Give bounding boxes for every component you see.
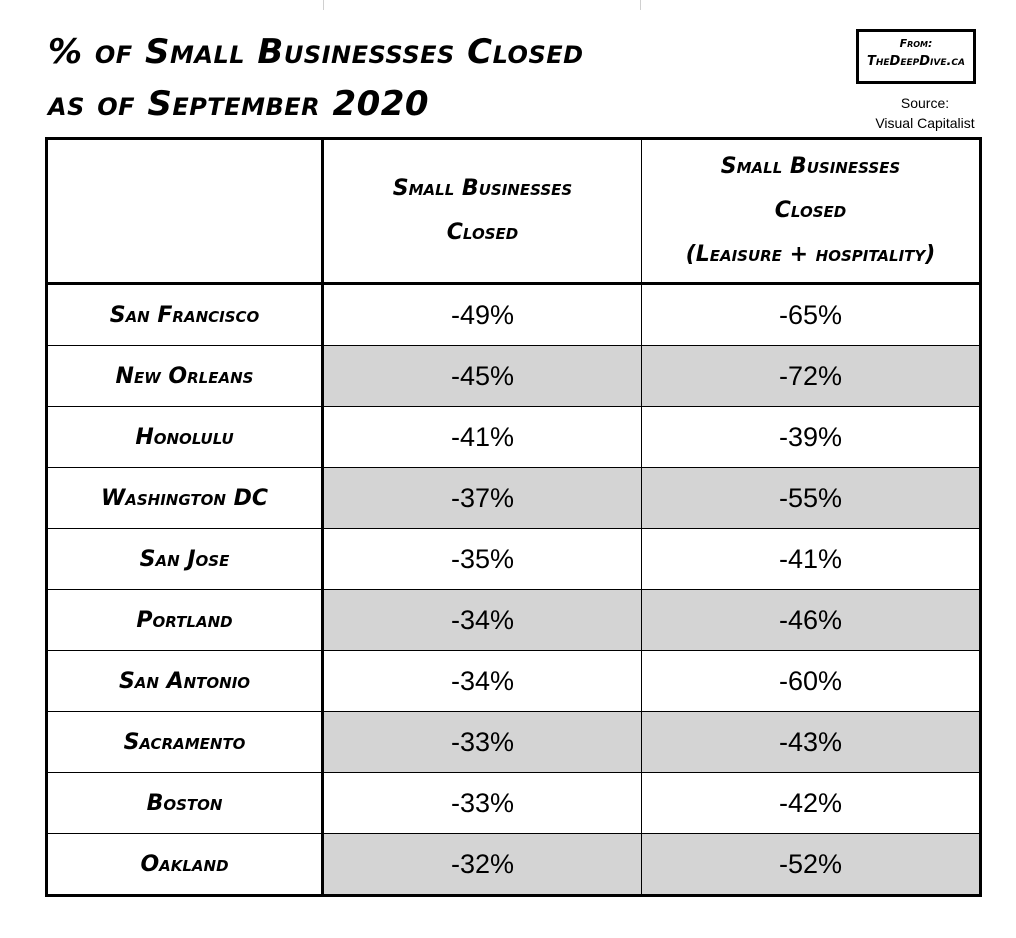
leisure-closed-cell: -42% [641, 772, 981, 834]
attribution-box: From: TheDeepDive.ca [856, 29, 976, 84]
leisure-closed-cell: -46% [641, 589, 981, 651]
table-row: Washington DC -37% -55% [46, 467, 981, 529]
from-label: From: [899, 37, 933, 50]
city-cell: San Jose [46, 528, 324, 590]
top-divider-left [323, 0, 324, 10]
leisure-closed-cell: -65% [641, 283, 981, 346]
city-cell: San Antonio [46, 650, 324, 712]
table-row: Portland -34% -46% [46, 589, 981, 651]
closed-cell: -34% [322, 650, 642, 712]
city-cell: New Orleans [46, 345, 324, 407]
header-closed: Small Businesses Closed [322, 138, 642, 285]
title-line-2: as of September 2020 [48, 84, 430, 124]
source-name: Visual Capitalist [875, 115, 975, 131]
table-row: Sacramento -33% -43% [46, 711, 981, 773]
header-city-cell [46, 138, 324, 285]
city-cell: Sacramento [46, 711, 324, 773]
header-leisure-line: Small Businesses [720, 154, 901, 179]
header-closed-line: Closed [446, 220, 519, 245]
table-row: San Antonio -34% -60% [46, 650, 981, 712]
closed-cell: -37% [322, 467, 642, 529]
closed-cell: -32% [322, 833, 642, 896]
table-body: San Francisco -49% -65% New Orleans -45% -72%… [46, 283, 981, 896]
closed-cell: -33% [322, 772, 642, 834]
table-row: Oakland -32% -52% [46, 833, 981, 896]
leisure-closed-cell: -39% [641, 406, 981, 468]
table-row: San Jose -35% -41% [46, 528, 981, 590]
table-row: San Francisco -49% -65% [46, 283, 981, 346]
leisure-closed-cell: -43% [641, 711, 981, 773]
closed-cell: -33% [322, 711, 642, 773]
page-title: % of Small Businessses Closed as of Sept… [48, 26, 668, 130]
closed-cell: -34% [322, 589, 642, 651]
city-cell: Honolulu [46, 406, 324, 468]
closed-cell: -35% [322, 528, 642, 590]
header-leisure-line: (Leaisure + hospitality) [685, 242, 936, 267]
top-divider-right [640, 0, 641, 10]
closed-cell: -49% [322, 283, 642, 346]
city-cell: Washington DC [46, 467, 324, 529]
city-cell: San Francisco [46, 283, 324, 346]
header-closed-line: Small Businesses [392, 176, 573, 201]
city-cell: Boston [46, 772, 324, 834]
header-leisure-line: Closed [774, 198, 847, 223]
closures-table: Small Businesses Closed Small Businesses… [45, 137, 982, 897]
city-cell: Oakland [46, 833, 324, 896]
table-header-row: Small Businesses Closed Small Businesses… [46, 138, 981, 285]
closed-cell: -45% [322, 345, 642, 407]
header-leisure-closed: Small Businesses Closed (Leaisure + hosp… [641, 138, 981, 285]
source-label: Source: [900, 95, 950, 111]
leisure-closed-cell: -60% [641, 650, 981, 712]
leisure-closed-cell: -72% [641, 345, 981, 407]
title-line-1: % of Small Businessses Closed [48, 32, 584, 72]
table-row: New Orleans -45% -72% [46, 345, 981, 407]
closed-cell: -41% [322, 406, 642, 468]
leisure-closed-cell: -52% [641, 833, 981, 896]
city-cell: Portland [46, 589, 324, 651]
leisure-closed-cell: -41% [641, 528, 981, 590]
from-site: TheDeepDive.ca [867, 54, 965, 69]
leisure-closed-cell: -55% [641, 467, 981, 529]
table-row: Honolulu -41% -39% [46, 406, 981, 468]
table-row: Boston -33% -42% [46, 772, 981, 834]
source-note: Source: Visual Capitalist [860, 93, 990, 133]
